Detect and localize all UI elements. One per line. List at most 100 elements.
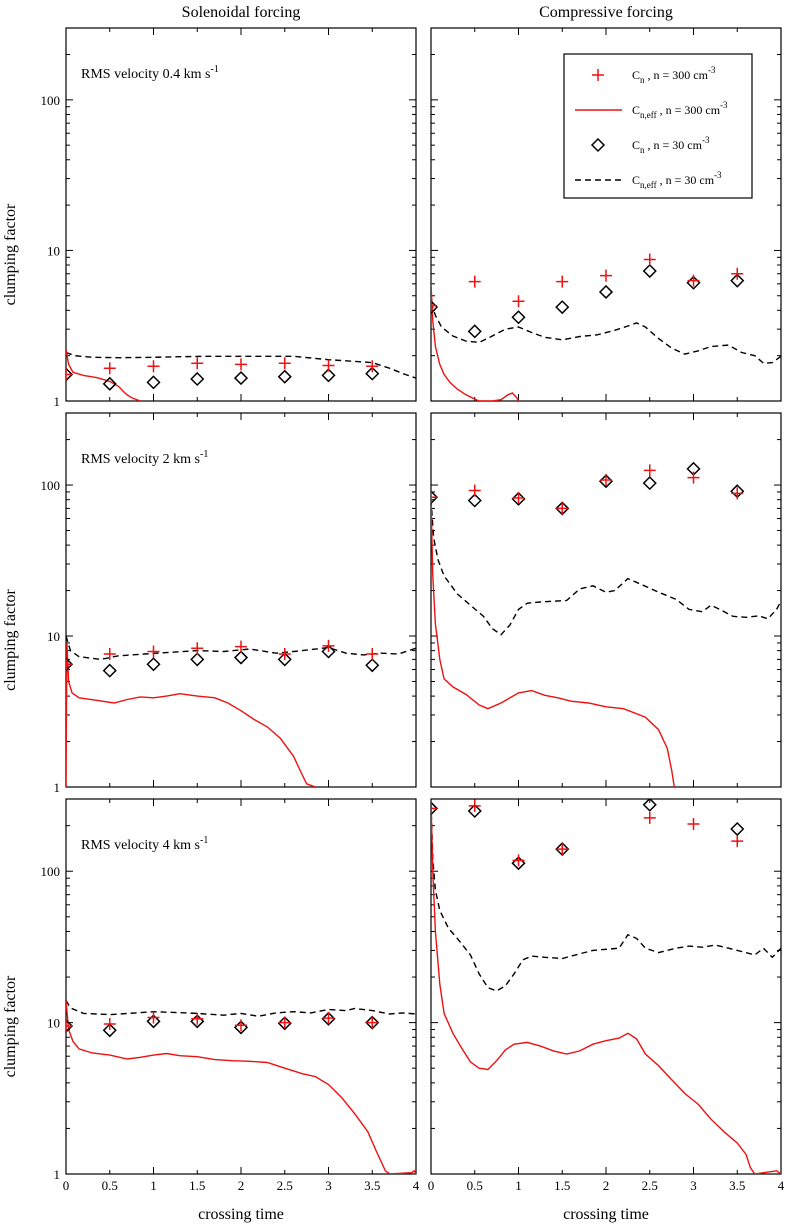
marker-cn-300 xyxy=(103,362,116,375)
x-tick-label: 2.5 xyxy=(277,1178,293,1193)
x-tick-label: 0 xyxy=(428,1178,435,1193)
marker-cn-300 xyxy=(431,299,437,312)
legend-label: Cn , n = 30 cm-3 xyxy=(632,135,710,155)
rms-velocity-annotation: RMS velocity 4 km s-1 xyxy=(81,835,208,853)
y-tick-label: 10 xyxy=(47,1016,60,1031)
line-cneff-300 xyxy=(66,1000,416,1174)
legend-box xyxy=(563,53,753,199)
marker-cn-300 xyxy=(103,648,116,661)
x-axis-label: crossing time xyxy=(198,1206,284,1223)
marker-cn-300 xyxy=(147,645,160,658)
marker-cn-300 xyxy=(366,648,379,661)
marker-cn-30 xyxy=(642,263,657,279)
y-tick-label: 1 xyxy=(54,780,61,795)
marker-cn-300 xyxy=(235,358,247,371)
marker-cn-300 xyxy=(278,1016,291,1029)
marker-cn-30 xyxy=(321,368,336,383)
marker-cn-300 xyxy=(556,843,569,856)
marker-cn-300 xyxy=(600,473,612,486)
marker-cn-300 xyxy=(322,1012,335,1025)
marker-cn-300 xyxy=(556,502,569,515)
marker-cn-30 xyxy=(66,657,74,672)
marker-cn-30 xyxy=(321,1011,336,1026)
marker-cn-300 xyxy=(103,1017,116,1030)
marker-cn-30 xyxy=(511,491,526,506)
marker-cn-300 xyxy=(512,854,525,867)
marker-cn-30 xyxy=(467,803,482,819)
marker-cn-30 xyxy=(467,493,482,508)
x-tick-label: 2.5 xyxy=(642,1178,658,1193)
x-tick-label: 0 xyxy=(63,1178,70,1193)
marker-cn-30 xyxy=(146,1014,161,1029)
marker-cn-300 xyxy=(191,357,204,370)
marker-cn-300 xyxy=(235,640,247,653)
marker-cn-30 xyxy=(66,1018,74,1034)
y-axis-label: clumping factor xyxy=(2,588,19,690)
marker-cn-30 xyxy=(511,856,526,871)
marker-cn-30 xyxy=(102,1023,117,1038)
x-tick-label: 1 xyxy=(150,1178,157,1193)
marker-cn-30 xyxy=(277,369,292,384)
marker-cn-30 xyxy=(233,371,249,386)
x-tick-label: 0.5 xyxy=(102,1178,118,1193)
marker-cn-300 xyxy=(278,357,291,370)
line-cneff-300 xyxy=(431,803,781,1174)
marker-cn-300 xyxy=(147,1011,160,1024)
marker-cn-30 xyxy=(233,650,249,665)
plot-frame xyxy=(430,412,782,788)
marker-cn-300 xyxy=(322,359,335,372)
y-tick-label: 100 xyxy=(41,93,61,108)
y-tick-label: 10 xyxy=(47,243,60,258)
x-tick-label: 1 xyxy=(515,1178,522,1193)
marker-cn-30 xyxy=(730,273,745,288)
marker-cn-30 xyxy=(146,375,161,390)
marker-cn-30 xyxy=(730,821,745,837)
panel-row1-compressive xyxy=(430,27,782,402)
legend-label: Cn,eff , n = 300 cm-3 xyxy=(632,100,728,120)
marker-cn-300 xyxy=(235,1019,247,1032)
line-cneff-30 xyxy=(431,803,781,992)
marker-cn-300 xyxy=(322,639,335,652)
line-cneff-30 xyxy=(66,351,416,379)
legend-label: Cn , n = 300 cm-3 xyxy=(632,65,716,85)
plot-frame xyxy=(430,798,782,1175)
marker-cn-30 xyxy=(642,476,657,491)
line-cneff-30 xyxy=(66,1000,416,1018)
marker-cn-30 xyxy=(642,799,657,812)
y-tick-label: 100 xyxy=(41,864,61,879)
x-tick-label: 2 xyxy=(603,1178,610,1193)
marker-cn-300 xyxy=(66,1019,72,1032)
y-tick-label: 10 xyxy=(47,629,60,644)
marker-cn-30 xyxy=(431,490,439,505)
marker-cn-300 xyxy=(731,835,744,848)
marker-cn-30 xyxy=(431,801,439,816)
line-cneff-300 xyxy=(431,499,675,787)
marker-cn-300 xyxy=(643,464,656,477)
x-axis-label: crossing time xyxy=(563,1206,649,1223)
marker-cn-300 xyxy=(643,253,656,266)
marker-cn-300 xyxy=(600,269,612,282)
marker-cn-300 xyxy=(468,275,481,288)
marker-cn-30 xyxy=(102,376,117,391)
x-tick-label: 3 xyxy=(690,1178,697,1193)
marker-cn-300 xyxy=(687,818,700,831)
line-cneff-300 xyxy=(66,349,141,401)
x-tick-label: 4 xyxy=(413,1178,420,1193)
marker-cn-300 xyxy=(512,295,525,308)
line-cneff-300 xyxy=(66,642,316,787)
marker-cn-30 xyxy=(146,657,161,672)
marker-cn-30 xyxy=(190,371,205,387)
marker-cn-30 xyxy=(277,652,292,667)
plot-frame xyxy=(65,27,417,402)
marker-cn-300 xyxy=(731,267,744,280)
y-tick-label: 1 xyxy=(54,1167,61,1182)
panel-row3-compressive: 0 0.5 1 1.5 2 2.5 3 3.5 4 crossing time xyxy=(428,798,785,1223)
marker-cn-30 xyxy=(365,366,380,381)
rms-velocity-annotation: RMS velocity 2 km s-1 xyxy=(81,449,208,467)
column-title-compressive: Compressive forcing xyxy=(539,4,673,21)
y-axis-label: clumping factor xyxy=(2,203,19,305)
y-axis-label: clumping factor xyxy=(2,975,19,1077)
panel-row2-solenoidal: 1 10 100 clumping factor RMS velocity 2 km s… xyxy=(2,412,417,795)
marker-cn-30 xyxy=(321,644,336,659)
